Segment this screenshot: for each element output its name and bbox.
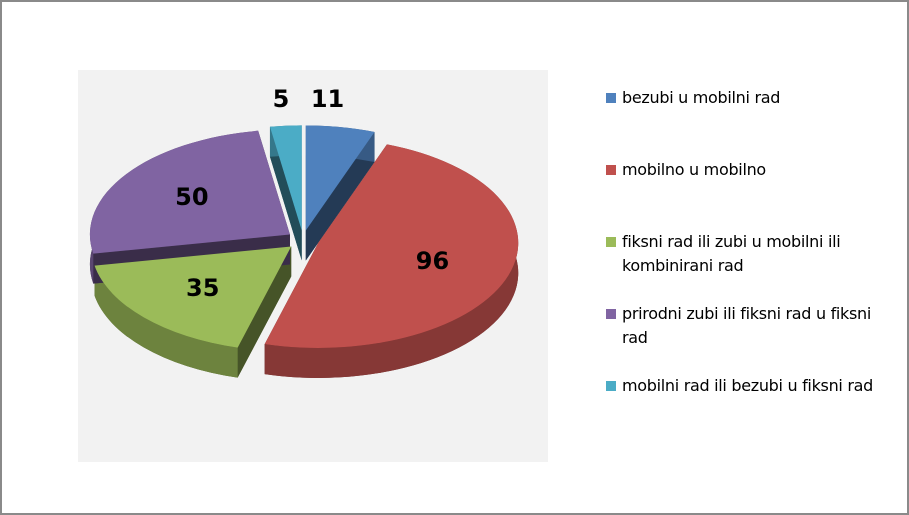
pie-tops <box>89 125 519 348</box>
slice-edge <box>237 246 292 378</box>
legend-item: prirodni zubi ili fiksni rad u fiksni ra… <box>606 302 896 374</box>
slice <box>89 130 290 254</box>
slice <box>264 144 519 348</box>
legend-swatch <box>606 237 616 247</box>
legend-swatch <box>606 93 616 103</box>
slice <box>94 246 292 348</box>
legend-swatch <box>606 381 616 391</box>
data-label: 35 <box>186 274 219 302</box>
slice-rim <box>94 265 238 378</box>
slice-edge <box>269 126 302 261</box>
legend-label: mobilni rad ili bezubi u fiksni rad <box>622 376 873 395</box>
legend-swatch <box>606 165 616 175</box>
legend-label: prirodni zubi ili fiksni rad u fiksni ra… <box>622 304 872 347</box>
legend-label: fiksni rad ili zubi u mobilni ili kombin… <box>622 232 841 275</box>
slice-edge <box>305 131 375 261</box>
slice <box>305 125 375 231</box>
data-label: 50 <box>175 183 208 211</box>
legend-item: fiksni rad ili zubi u mobilni ili kombin… <box>606 230 896 302</box>
legend-item: bezubi u mobilni rad <box>606 86 896 158</box>
slice <box>269 125 302 231</box>
data-label: 96 <box>416 247 449 275</box>
legend: bezubi u mobilni rad mobilno u mobilno fik… <box>606 86 896 446</box>
legend-swatch <box>606 309 616 319</box>
data-labels: 11 96 35 50 5 <box>175 85 449 302</box>
data-label: 5 <box>273 85 290 113</box>
legend-item: mobilno u mobilno <box>606 158 896 230</box>
legend-item: mobilni rad ili bezubi u fiksni rad <box>606 374 896 446</box>
legend-label: mobilno u mobilno <box>622 160 766 179</box>
legend-label: bezubi u mobilni rad <box>622 88 781 107</box>
slice-rim <box>264 144 519 378</box>
data-label: 11 <box>311 85 344 113</box>
